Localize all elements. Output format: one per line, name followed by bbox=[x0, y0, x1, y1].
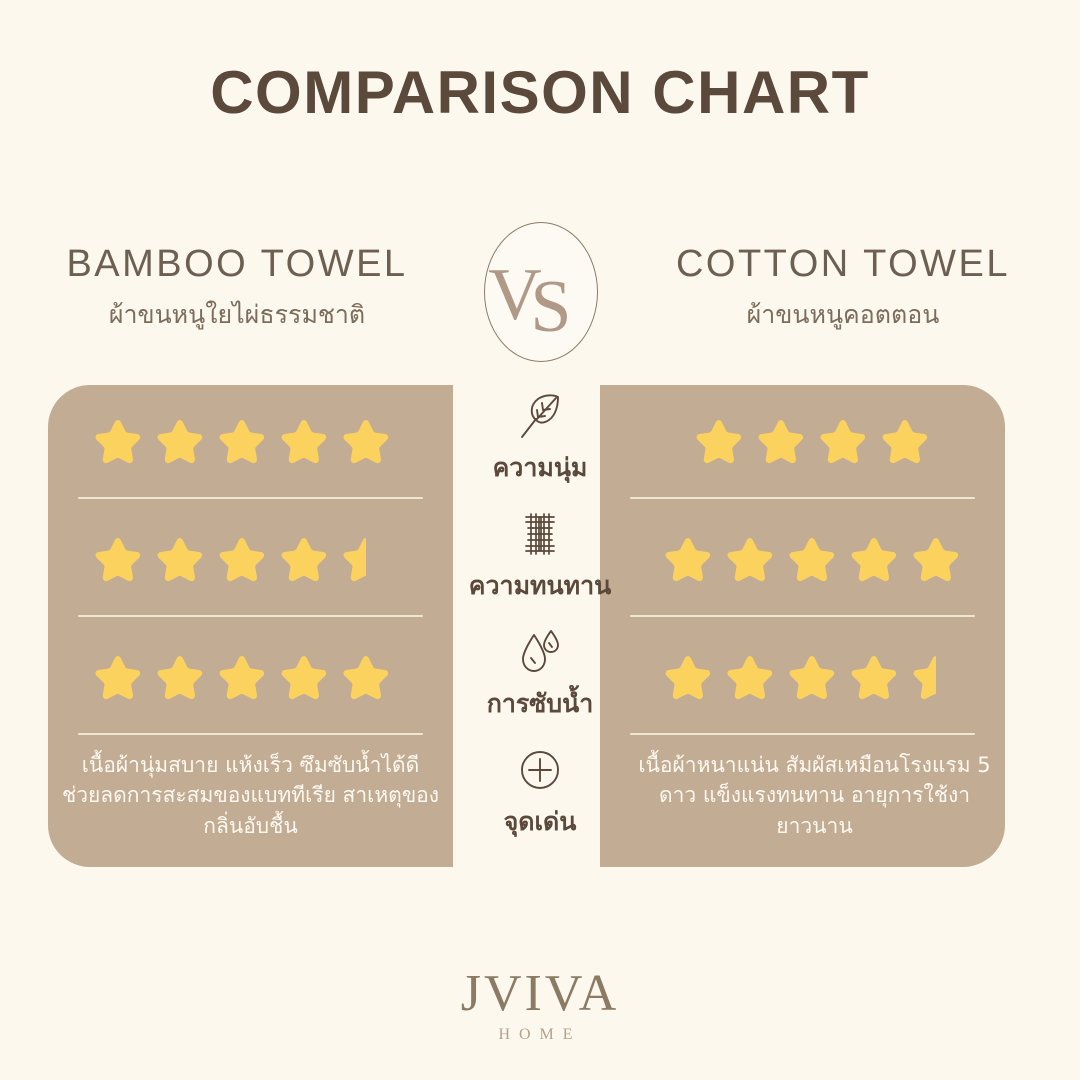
feature-label: การซับน้ำ bbox=[486, 689, 594, 718]
star-full-icon bbox=[665, 656, 710, 700]
rating-row-softness-bamboo bbox=[48, 394, 453, 490]
bamboo-title: BAMBOO TOWEL bbox=[66, 243, 408, 285]
panel-bamboo: เนื้อผ้านุ่มสบาย แห้งเร็ว ซึมซับน้ำได้ดี… bbox=[48, 385, 453, 867]
cotton-title: COTTON TOWEL bbox=[675, 243, 1011, 285]
cotton-description: เนื้อผ้าหนาแน่น สัมผัสเหมือนโรงแรม 5 ดาว… bbox=[638, 753, 991, 838]
star-full-icon bbox=[789, 538, 834, 582]
panel-divider bbox=[630, 497, 975, 499]
star-full-icon bbox=[157, 538, 202, 582]
comparison-header: BAMBOO TOWEL ผ้าขนหนูใยไผ่ธรรมชาติ COTTO… bbox=[0, 243, 1080, 368]
feather-icon bbox=[455, 390, 625, 442]
star-full-icon bbox=[281, 420, 326, 464]
panel-divider bbox=[78, 733, 423, 735]
panel-divider bbox=[630, 733, 975, 735]
bamboo-subtitle: ผ้าขนหนูใยไผ่ธรรมชาติ bbox=[108, 300, 366, 329]
star-full-icon bbox=[219, 538, 264, 582]
rating-row-softness-cotton bbox=[600, 394, 1005, 490]
rating-row-absorbency-cotton bbox=[600, 630, 1005, 726]
star-full-icon bbox=[219, 420, 264, 464]
star-full-icon bbox=[758, 420, 803, 464]
feature-softness: ความนุ่ม bbox=[455, 390, 625, 488]
star-full-icon bbox=[95, 656, 140, 700]
feature-label: ความนุ่ม bbox=[492, 453, 588, 482]
star-full-icon bbox=[95, 538, 140, 582]
star-half-icon bbox=[913, 656, 936, 700]
feature-highlights: จุดเด่น bbox=[455, 744, 625, 842]
feature-absorbency: การซับน้ำ bbox=[455, 626, 625, 724]
feature-label: จุดเด่น bbox=[503, 807, 577, 836]
star-full-icon bbox=[913, 538, 958, 582]
column-header-bamboo: BAMBOO TOWEL ผ้าขนหนูใยไผ่ธรรมชาติ bbox=[22, 243, 452, 335]
vs-badge: V S bbox=[484, 222, 598, 362]
star-full-icon bbox=[727, 538, 772, 582]
cotton-subtitle: ผ้าขนหนูคอตตอน bbox=[746, 300, 940, 329]
feature-label: ความทนทาน bbox=[468, 571, 612, 600]
feature-column: ความนุ่ม ความทนทาน bbox=[455, 382, 625, 872]
feature-durability: ความทนทาน bbox=[455, 508, 625, 606]
star-full-icon bbox=[95, 420, 140, 464]
rating-row-durability-bamboo bbox=[48, 512, 453, 608]
star-full-icon bbox=[343, 656, 388, 700]
star-full-icon bbox=[851, 656, 896, 700]
star-full-icon bbox=[281, 656, 326, 700]
water-drop-icon bbox=[455, 626, 625, 678]
plus-circle-icon bbox=[455, 744, 625, 796]
column-header-cotton: COTTON TOWEL ผ้าขนหนูคอตตอน bbox=[628, 243, 1058, 335]
star-full-icon bbox=[727, 656, 772, 700]
star-full-icon bbox=[665, 538, 710, 582]
logo-name: JVIVA bbox=[460, 965, 620, 1022]
star-full-icon bbox=[696, 420, 741, 464]
vs-monogram-icon: V S bbox=[488, 254, 571, 348]
svg-text:V: V bbox=[488, 254, 541, 336]
logo-tagline: HOME bbox=[498, 1026, 582, 1043]
brand-logo: JVIVA HOME bbox=[0, 968, 1080, 1044]
star-full-icon bbox=[157, 420, 202, 464]
star-full-icon bbox=[882, 420, 927, 464]
svg-text:S: S bbox=[530, 266, 571, 348]
star-full-icon bbox=[343, 420, 388, 464]
rating-row-absorbency-bamboo bbox=[48, 630, 453, 726]
star-full-icon bbox=[281, 538, 326, 582]
star-full-icon bbox=[789, 656, 834, 700]
bamboo-description: เนื้อผ้านุ่มสบาย แห้งเร็ว ซึมซับน้ำได้ดี… bbox=[61, 753, 440, 838]
panel-divider bbox=[78, 615, 423, 617]
panel-divider bbox=[78, 497, 423, 499]
panel-cotton: เนื้อผ้าหนาแน่น สัมผัสเหมือนโรงแรม 5 ดาว… bbox=[600, 385, 1005, 867]
panel-divider bbox=[630, 615, 975, 617]
star-full-icon bbox=[851, 538, 896, 582]
star-full-icon bbox=[157, 656, 202, 700]
star-full-icon bbox=[219, 656, 264, 700]
page-title: COMPARISON CHART bbox=[210, 59, 870, 126]
weave-icon bbox=[455, 508, 625, 560]
star-half-icon bbox=[343, 538, 366, 582]
star-full-icon bbox=[820, 420, 865, 464]
rating-row-durability-cotton bbox=[600, 512, 1005, 608]
